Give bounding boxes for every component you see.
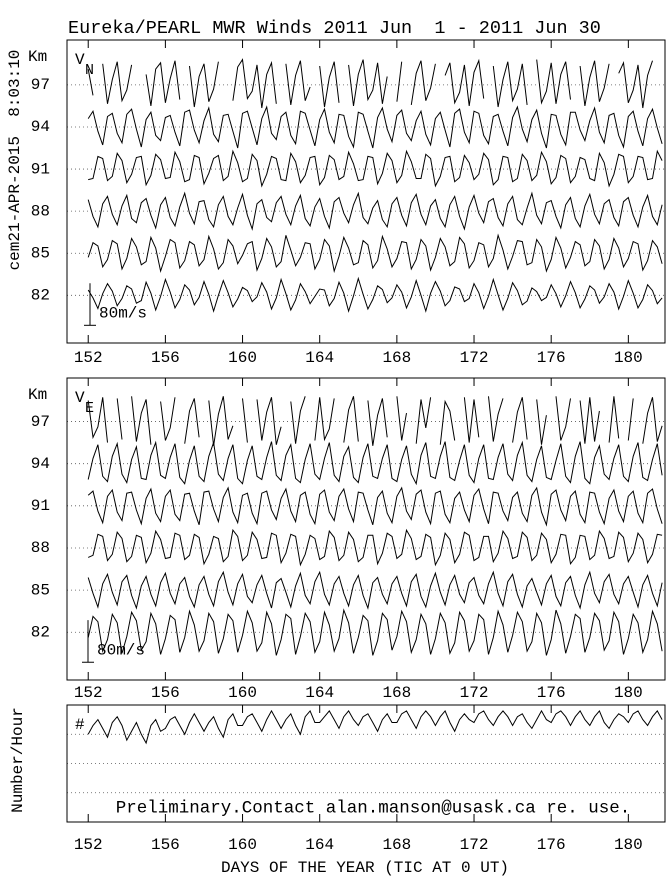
x-tick-label: 168 — [382, 836, 411, 854]
panel-label: V — [75, 389, 85, 407]
timestamp: cem21-APR-2015 8:03:10 — [6, 50, 24, 271]
y-tick-label: 82 — [31, 287, 50, 305]
y-tick-label: 85 — [31, 244, 50, 262]
x-tick-label: 180 — [614, 684, 643, 702]
x-tick-label: 176 — [537, 349, 566, 367]
panel-label: V — [75, 51, 85, 69]
wind-trace — [87, 570, 663, 610]
y-tick-label: 91 — [31, 160, 50, 178]
wind-trace — [87, 528, 663, 567]
wind-trace — [87, 105, 663, 149]
wind-trace — [87, 608, 663, 656]
wind-trace — [87, 276, 663, 313]
y-unit: Km — [28, 386, 47, 404]
plot-frame — [66, 704, 666, 823]
x-tick-label: 180 — [614, 349, 643, 367]
x-tick-label: 156 — [151, 684, 180, 702]
y-tick-label: 97 — [31, 413, 50, 431]
count-trace — [87, 709, 663, 745]
x-tick-label: 160 — [228, 349, 257, 367]
x-tick-label: 168 — [382, 349, 411, 367]
y-unit: Km — [28, 48, 47, 66]
y-tick-label: 94 — [31, 118, 50, 136]
wind-trace — [87, 486, 663, 527]
x-tick-label: 156 — [151, 349, 180, 367]
panel-label: # — [75, 716, 85, 734]
y-tick-label: 88 — [31, 539, 50, 557]
plot-frame — [66, 377, 666, 681]
panel-label-sub: N — [85, 62, 94, 79]
x-tick-label: 168 — [382, 684, 411, 702]
x-tick-label: 160 — [228, 836, 257, 854]
x-tick-label: 164 — [305, 349, 334, 367]
scale-label: 80m/s — [97, 641, 145, 659]
y-tick-label: 97 — [31, 76, 50, 94]
annotation: Preliminary.Contact alan.manson@usask.ca… — [116, 799, 631, 819]
wind-trace — [88, 149, 663, 188]
wind-trace — [87, 233, 663, 274]
x-tick-label: 180 — [614, 836, 643, 854]
x-tick-label: 152 — [74, 836, 103, 854]
y-tick-label: 88 — [31, 202, 50, 220]
x-tick-label: 156 — [151, 836, 180, 854]
x-tick-label: 176 — [537, 684, 566, 702]
x-tick-label: 172 — [460, 349, 489, 367]
y-tick-label: 85 — [31, 581, 50, 599]
x-tick-label: 160 — [228, 684, 257, 702]
panel-label-sub: E — [85, 400, 94, 417]
scale-label: 80m/s — [99, 305, 147, 323]
wind-trace — [87, 396, 663, 446]
wind-trace — [88, 60, 662, 108]
y-axis-title: Number/Hour — [9, 707, 27, 813]
x-tick-label: 164 — [305, 836, 334, 854]
y-tick-label: 94 — [31, 455, 50, 473]
x-tick-label: 172 — [460, 836, 489, 854]
x-axis-title: DAYS OF THE YEAR (TIC AT 0 UT) — [221, 859, 509, 877]
wind-trace — [87, 191, 663, 231]
plot-frame — [66, 39, 666, 344]
y-tick-label: 82 — [31, 623, 50, 641]
x-tick-label: 172 — [460, 684, 489, 702]
y-tick-label: 91 — [31, 497, 50, 515]
title: Eureka/PEARL MWR Winds 2011 Jun 1 - 2011… — [68, 18, 601, 39]
x-tick-label: 176 — [537, 836, 566, 854]
wind-trace — [87, 440, 663, 486]
x-tick-label: 152 — [74, 684, 103, 702]
x-tick-label: 152 — [74, 349, 103, 367]
x-tick-label: 164 — [305, 684, 334, 702]
